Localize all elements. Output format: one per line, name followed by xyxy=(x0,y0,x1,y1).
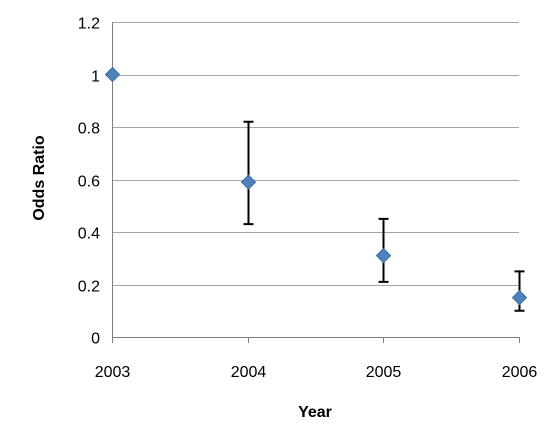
x-tick-label: 2003 xyxy=(95,364,131,381)
x-tick-label: 2005 xyxy=(366,364,402,381)
x-tick-labels: 2003 2004 2005 2006 xyxy=(95,364,538,381)
data-points xyxy=(104,66,528,306)
gridlines xyxy=(112,22,519,286)
y-tick-label: 1 xyxy=(91,69,100,86)
y-axis-title: Odds Ratio xyxy=(31,135,48,221)
x-tick-label: 2004 xyxy=(231,364,267,381)
data-point xyxy=(511,289,528,306)
x-tick-label: 2006 xyxy=(502,364,538,381)
y-tick-label: 0.8 xyxy=(78,121,100,138)
axes xyxy=(112,22,520,343)
y-tick-label: 0.4 xyxy=(78,226,100,243)
y-tick-label: 0 xyxy=(91,331,100,348)
x-axis-title: Year xyxy=(298,404,332,421)
y-tick-label: 0.2 xyxy=(78,279,100,296)
data-point xyxy=(104,66,121,83)
data-point xyxy=(375,247,392,264)
data-point xyxy=(240,174,257,190)
error-bars xyxy=(243,120,525,312)
y-tick-labels: 0 0.2 0.4 0.6 0.8 1 1.2 xyxy=(78,16,100,348)
y-tick-label: 1.2 xyxy=(78,16,100,33)
y-tick-label: 0.6 xyxy=(78,174,100,191)
